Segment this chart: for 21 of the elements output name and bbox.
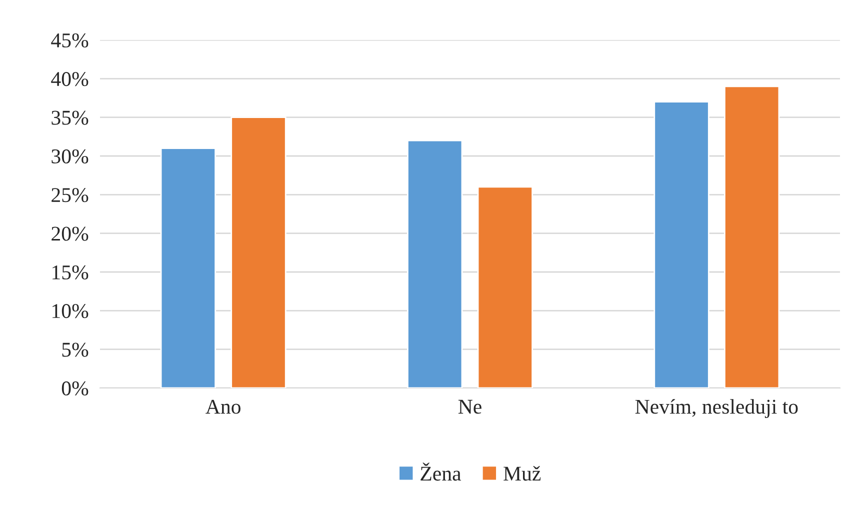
y-tick-label: 5%	[62, 342, 88, 357]
bar	[407, 140, 463, 388]
y-tick-label: 45%	[51, 33, 88, 48]
bar	[724, 86, 780, 388]
y-tick-label: 30%	[52, 149, 88, 164]
x-tick-label: Ano	[206, 400, 240, 414]
x-tick-label: Nevím, nesleduji to	[635, 399, 798, 418]
bar	[477, 186, 533, 388]
y-tick-label: 35%	[52, 110, 88, 125]
y-tick-label: 20%	[52, 226, 88, 241]
y-tick-label: 0%	[62, 381, 88, 396]
bar	[160, 148, 216, 388]
y-tick-label: 40%	[51, 72, 88, 86]
legend-label: Muž	[504, 466, 541, 481]
y-tick-label: 15%	[52, 265, 88, 280]
y-tick-label: 25%	[52, 188, 88, 202]
x-tick-label: Ne	[458, 400, 482, 414]
y-tick-label: 10%	[52, 304, 88, 318]
bar	[230, 116, 286, 388]
bar	[654, 101, 710, 388]
legend-label: Žena	[420, 462, 462, 481]
